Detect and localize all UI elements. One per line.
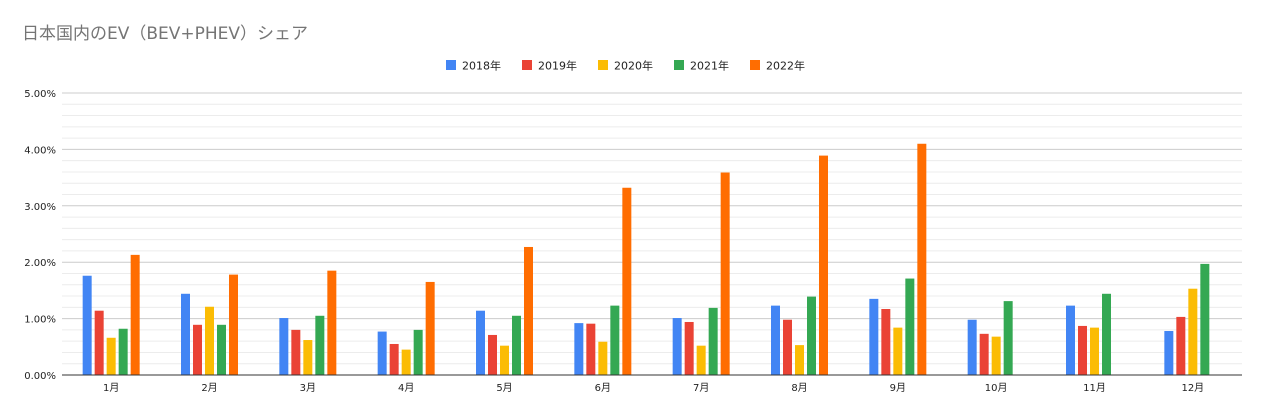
bar-2021年-6月 [610,305,620,375]
legend-swatch [446,60,456,70]
y-tick-label: 1.00% [24,315,56,326]
bar-2018年-8月 [771,305,780,375]
legend-swatch [598,60,608,70]
bar-2019年-5月 [488,334,497,375]
x-tick-label: 12月 [1181,382,1204,394]
x-tick-label: 10月 [985,382,1008,394]
bar-2018年-11月 [1066,305,1075,375]
bar-2020年-7月 [696,345,706,375]
bar-2022年-9月 [917,143,927,375]
bar-2020年-3月 [303,340,313,375]
bar-2019年-2月 [193,324,202,375]
bar-2018年-9月 [869,298,879,375]
bar-2019年-8月 [783,319,792,375]
bar-2019年-11月 [1078,325,1087,375]
bar-2019年-4月 [389,343,399,375]
bar-2021年-9月 [905,278,915,375]
bar-2018年-7月 [672,318,682,375]
bar-2018年-12月 [1164,331,1174,375]
x-tick-label: 9月 [890,382,906,394]
bar-2020年-10月 [991,336,1001,375]
legend-label: 2020年 [614,59,653,73]
x-tick-label: 3月 [300,382,316,394]
y-tick-label: 4.00% [24,145,56,156]
x-tick-label: 5月 [496,382,512,394]
bar-2021年-11月 [1102,293,1111,375]
gridlines [62,92,1242,376]
x-axis-ticks: 1月 2月 3月 4月 5月 6月 7月 8月 9月 10月 11月 12月 [103,382,1204,394]
bar-2018年-3月 [279,318,289,375]
chart-title: 日本国内のEV（BEV+PHEV）シェア [22,24,308,44]
bar-2022年-8月 [819,155,828,375]
bar-2022年-2月 [229,274,238,375]
bar-2021年-12月 [1200,263,1210,375]
bar-2021年-3月 [315,315,325,375]
bar-2021年-4月 [413,329,423,375]
bar-2019年-6月 [586,323,596,375]
bar-2020年-9月 [893,327,903,375]
y-tick-label: 5.00% [24,89,56,100]
legend-label: 2018年 [462,59,501,73]
bar-2022年-1月 [130,254,140,375]
bar-2018年-4月 [377,331,387,375]
legend-label: 2021年 [690,59,729,73]
x-tick-label: 7月 [693,382,709,394]
bar-2018年-2月 [181,293,190,375]
bar-2018年-1月 [82,275,92,375]
bar-2022年-5月 [524,246,533,375]
bar-2018年-6月 [574,323,584,375]
x-tick-label: 8月 [791,382,807,394]
bar-2020年-11月 [1090,327,1099,375]
y-tick-label: 2.00% [24,258,56,269]
legend-label: 2022年 [766,59,805,73]
bar-2021年-1月 [118,328,128,375]
bar-2022年-3月 [327,270,337,375]
x-tick-label: 6月 [595,382,611,394]
bars [82,143,1210,375]
bar-2021年-8月 [807,296,816,375]
bar-2018年-5月 [476,310,485,375]
bar-2020年-5月 [500,345,509,375]
bar-2018年-10月 [967,319,977,375]
bar-2022年-4月 [425,281,435,375]
bar-2021年-5月 [512,315,521,375]
bar-2022年-6月 [622,187,632,375]
bar-2019年-10月 [979,333,989,375]
x-tick-label: 2月 [201,382,217,394]
legend-swatch [522,60,532,70]
bar-2019年-12月 [1176,316,1186,375]
bar-2020年-6月 [598,341,608,375]
y-axis-ticks: 0.00% 1.00% 2.00% 3.00% 4.00% 5.00% [24,89,56,382]
bar-2020年-1月 [106,337,116,375]
bar-2020年-2月 [205,306,214,375]
bar-2021年-2月 [217,324,226,375]
x-tick-label: 1月 [103,382,119,394]
bar-2021年-10月 [1003,301,1013,375]
legend: 2018年 2019年 2020年 2021年 2022年 [446,59,805,73]
legend-label: 2019年 [538,59,577,73]
bar-2019年-1月 [94,310,104,375]
x-tick-label: 11月 [1083,382,1106,394]
bar-2022年-7月 [720,172,730,375]
bar-2020年-8月 [795,345,804,375]
bar-2021年-7月 [708,307,718,375]
legend-swatch [674,60,684,70]
x-tick-label: 4月 [398,382,414,394]
bar-2019年-7月 [684,321,694,375]
y-tick-label: 3.00% [24,202,56,213]
bar-2020年-4月 [401,349,411,375]
bar-2019年-9月 [881,309,891,375]
legend-swatch [750,60,760,70]
bar-2020年-12月 [1188,288,1198,375]
y-tick-label: 0.00% [24,371,56,382]
bar-2019年-3月 [291,329,301,375]
